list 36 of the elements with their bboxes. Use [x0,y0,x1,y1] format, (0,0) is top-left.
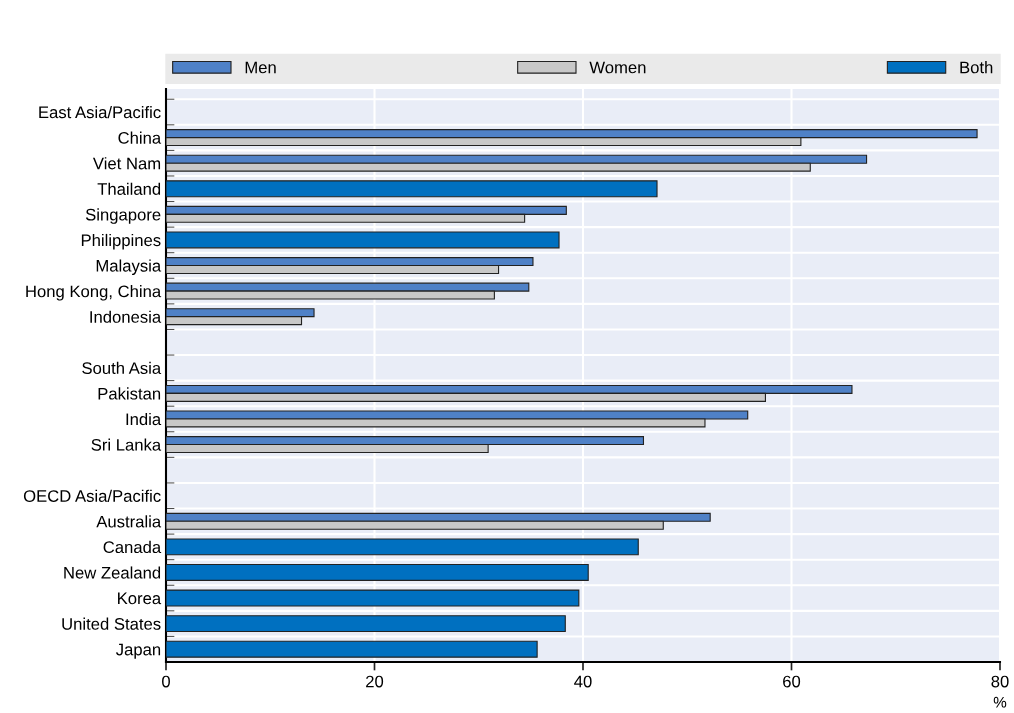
y-tick-label: Philippines [81,233,161,250]
bar [166,538,639,556]
y-tick-label: South Asia [82,361,162,375]
y-tick-label: OECD Asia/Pacific [23,489,161,502]
bar [166,231,560,249]
bar [166,640,538,658]
bar [166,589,580,607]
y-tick-label: East Asia/Pacific [39,105,161,119]
y-tick-label: Hong Kong, China [26,285,162,301]
y-tick-label: Indonesia [90,310,162,323]
y-tick-label: United States [62,617,161,630]
y-tick-label: Australia [96,515,162,528]
x-tick-label: 20 [366,675,384,688]
y-tick-label: Japan [115,643,161,659]
y-tick-label: Sri Lanka [91,438,162,451]
bar [166,180,658,198]
legend-label: Women [589,61,646,74]
x-tick-label: 0 [162,675,170,688]
x-tick-label: 40 [574,675,592,688]
y-tick-label: Pakistan [98,387,161,400]
x-tick-label: 60 [783,675,801,688]
y-tick-label: New Zealand [64,566,161,579]
y-tick-label: Canada [103,540,162,554]
y-tick-label: Singapore [85,208,161,224]
legend-label: Both [960,61,993,74]
y-tick-label: India [126,412,162,426]
y-tick-label: Korea [118,592,162,605]
legend-label: Men [245,61,276,74]
x-axis-title: % [993,696,1007,708]
y-tick-label: Malaysia [96,259,162,275]
y-tick-label: China [118,131,162,144]
x-tick-label: 80 [991,675,1009,688]
bar [166,615,566,633]
y-tick-label: Viet Nam [92,157,161,170]
bar [166,563,589,581]
y-tick-label: Thailand [97,182,161,195]
